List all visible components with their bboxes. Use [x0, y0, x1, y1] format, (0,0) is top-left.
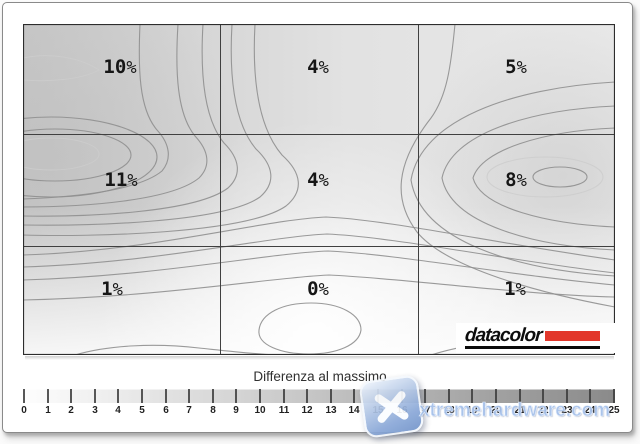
- color-scale-bar: [23, 389, 615, 403]
- scale-tick-label: 3: [92, 405, 98, 416]
- scale-tick: [589, 389, 591, 403]
- scale-tick: [353, 389, 355, 403]
- contour-plot: 10% 4% 5% 11% 4% 8% 1% 0% 1%: [23, 24, 615, 355]
- color-scale-labels: 0123456789101112131415161718192021222324…: [21, 405, 619, 417]
- scale-tick: [519, 389, 521, 403]
- scale-tick: [283, 389, 285, 403]
- color-scale-title: Differenza al massimo: [253, 369, 387, 384]
- cell-value: 8%: [505, 169, 527, 191]
- scale-tick: [424, 389, 426, 403]
- cell-value: 11%: [104, 169, 137, 191]
- contour-lines-faint: [23, 55, 604, 198]
- scale-tick: [259, 389, 261, 403]
- scale-tick: [141, 389, 143, 403]
- datacolor-logo-text: datacolor: [464, 325, 543, 346]
- scale-tick-label: 2: [68, 405, 74, 416]
- cell-value: 1%: [504, 278, 526, 300]
- scale-tick-label: 20: [490, 405, 502, 416]
- cell-value: 4%: [307, 169, 329, 191]
- cell-value: 10%: [103, 56, 136, 78]
- scale-tick: [542, 389, 544, 403]
- scale-tick-label: 5: [139, 405, 145, 416]
- scale-tick: [94, 389, 96, 403]
- scale-tick: [23, 389, 25, 403]
- xtremehardware-logo-icon: [358, 374, 425, 439]
- scale-tick-label: 9: [233, 405, 239, 416]
- cell-value: 5%: [505, 56, 527, 78]
- scale-tick: [235, 389, 237, 403]
- scale-tick-label: 23: [561, 405, 573, 416]
- scale-tick: [188, 389, 190, 403]
- plot-border: [23, 24, 615, 355]
- scale-tick: [566, 389, 568, 403]
- scale-tick-label: 21: [514, 405, 526, 416]
- datacolor-logo: datacolor: [456, 323, 615, 353]
- scale-tick: [47, 389, 49, 403]
- scale-tick-label: 7: [186, 405, 192, 416]
- scale-tick-label: 11: [278, 405, 290, 416]
- datacolor-red-bar-icon: [544, 330, 600, 341]
- scale-tick: [117, 389, 119, 403]
- cell-value: 1%: [101, 278, 123, 300]
- scale-tick: [70, 389, 72, 403]
- scale-tick: [306, 389, 308, 403]
- scale-tick: [165, 389, 167, 403]
- scale-tick-label: 19: [466, 405, 478, 416]
- scale-tick-label: 25: [608, 405, 620, 416]
- scale-tick: [212, 389, 214, 403]
- plot-bottom-shadow: [25, 356, 614, 360]
- scale-tick-label: 10: [254, 405, 266, 416]
- scale-tick-label: 4: [115, 405, 121, 416]
- scale-tick-label: 22: [537, 405, 549, 416]
- scale-tick: [330, 389, 332, 403]
- scale-tick-label: 8: [210, 405, 216, 416]
- scale-tick: [448, 389, 450, 403]
- scale-tick-label: 17: [419, 405, 431, 416]
- scale-tick: [495, 389, 497, 403]
- measurement-grid-lines: [23, 24, 615, 355]
- scale-tick-label: 0: [21, 405, 27, 416]
- scale-tick-label: 6: [163, 405, 169, 416]
- scale-tick-label: 18: [443, 405, 455, 416]
- cell-value: 0%: [307, 278, 329, 300]
- contour-shading: [23, 24, 615, 355]
- scale-tick-label: 13: [325, 405, 337, 416]
- scale-tick: [613, 389, 615, 403]
- scale-tick-label: 24: [584, 405, 596, 416]
- scale-tick-label: 12: [301, 405, 313, 416]
- scale-tick: [471, 389, 473, 403]
- cell-value-labels: 10% 4% 5% 11% 4% 8% 1% 0% 1%: [101, 56, 527, 300]
- scale-tick-label: 1: [45, 405, 51, 416]
- scale-tick-label: 14: [348, 405, 360, 416]
- datacolor-logo-inner: datacolor: [464, 325, 600, 349]
- contour-lines: [23, 24, 615, 355]
- cell-value: 4%: [307, 56, 329, 78]
- watermark-text: xtremehardware.com: [419, 400, 611, 422]
